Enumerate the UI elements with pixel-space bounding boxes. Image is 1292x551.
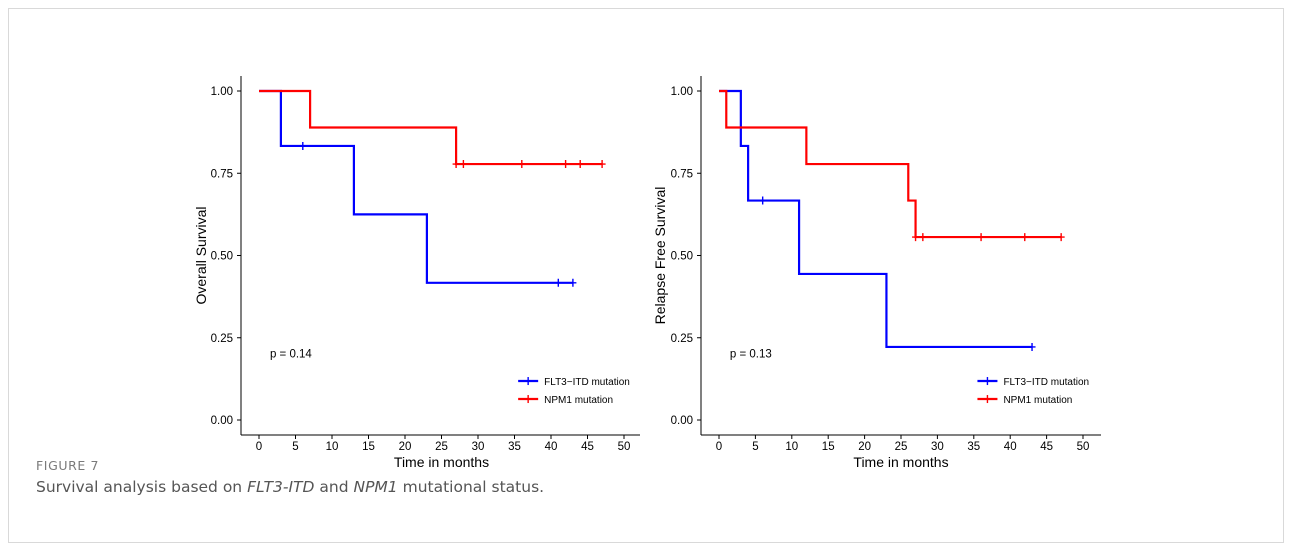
caption-part: mutational status. — [397, 478, 545, 496]
censor-mark — [1028, 342, 1036, 351]
caption-part: NPM1 — [353, 478, 398, 496]
survival-curve — [719, 89, 1033, 349]
censor-mark — [562, 160, 570, 169]
figure-label: FIGURE 7 — [36, 458, 100, 473]
censor-mark — [569, 278, 577, 287]
censor-mark — [299, 141, 307, 150]
y-tick-label: 0.75 — [671, 168, 693, 180]
x-tick-label: 20 — [858, 441, 871, 453]
x-tick-label: 50 — [618, 441, 631, 453]
censor-mark — [576, 160, 584, 169]
legend-label: NPM1 mutation — [544, 395, 613, 406]
legend-label: FLT3−ITD mutation — [544, 377, 630, 388]
legend-label: NPM1 mutation — [1003, 395, 1072, 406]
censor-mark — [554, 278, 562, 287]
x-tick-label: 20 — [399, 441, 412, 453]
x-tick-label: 40 — [545, 441, 558, 453]
x-tick-label: 45 — [1040, 441, 1053, 453]
y-tick-label: 0.25 — [671, 333, 693, 345]
censor-mark — [598, 160, 606, 169]
p-value-annotation: p = 0.14 — [270, 348, 312, 360]
censor-mark — [977, 233, 985, 242]
y-tick-label: 1.00 — [211, 86, 233, 98]
x-tick-label: 30 — [472, 441, 485, 453]
caption-part: Survival analysis based on — [36, 478, 248, 496]
censor-mark — [518, 160, 526, 169]
x-tick-label: 0 — [716, 441, 722, 453]
y-tick-label: 0.00 — [671, 415, 693, 427]
relapse-free-survival-panel: 0.00 0.25 0.50 0.75 1.00 0 5 10 15 20 25 30 35 40 45 50… — [652, 76, 1101, 470]
censor-mark — [912, 233, 920, 242]
x-tick-label: 25 — [435, 441, 448, 453]
x-tick-label: 35 — [967, 441, 980, 453]
y-tick-label: 0.25 — [211, 333, 233, 345]
y-tick-label: 0.50 — [211, 251, 233, 263]
caption-part: FLT3-ITD — [247, 478, 315, 496]
x-tick-label: 35 — [508, 441, 521, 453]
y-tick-label: 0.00 — [211, 415, 233, 427]
x-tick-label: 0 — [256, 441, 262, 453]
censor-mark — [1021, 233, 1029, 242]
caption-part: and — [314, 478, 354, 496]
x-tick-label: 30 — [931, 441, 944, 453]
x-tick-label: 5 — [292, 441, 298, 453]
x-tick-label: 40 — [1004, 441, 1017, 453]
y-tick-label: 0.50 — [671, 251, 693, 263]
legend-label: FLT3−ITD mutation — [1003, 377, 1089, 388]
x-tick-label: 50 — [1077, 441, 1090, 453]
x-tick-label: 15 — [362, 441, 375, 453]
x-tick-label: 15 — [822, 441, 835, 453]
y-axis-title: Relapse Free Survival — [652, 187, 668, 325]
censor-mark — [459, 160, 467, 169]
x-tick-label: 45 — [581, 441, 594, 453]
figure-caption-text: Survival analysis based on FLT3-ITD and … — [36, 478, 1236, 496]
survival-curve — [719, 89, 1062, 239]
x-tick-label: 25 — [895, 441, 908, 453]
figure-caption: FIGURE 7 Survival analysis based on FLT3… — [36, 458, 1236, 496]
x-tick-label: 10 — [785, 441, 798, 453]
censor-mark — [919, 233, 927, 242]
survival-curve — [259, 89, 573, 284]
figure-frame — [8, 8, 1284, 543]
overall-survival-panel: 0.00 0.25 0.50 0.75 1.00 0 5 10 15 20 25 30 35 40 45 50… — [193, 76, 640, 470]
censor-mark — [759, 196, 767, 205]
censor-mark — [452, 160, 460, 169]
censor-mark — [1057, 233, 1065, 242]
x-axis-title: Time in months — [394, 454, 489, 470]
y-tick-label: 1.00 — [671, 86, 693, 98]
x-tick-label: 5 — [752, 441, 758, 453]
x-tick-label: 10 — [326, 441, 339, 453]
survival-curve — [259, 89, 603, 166]
y-axis-title: Overall Survival — [193, 206, 209, 304]
x-axis-title: Time in months — [853, 454, 948, 470]
y-tick-label: 0.75 — [211, 168, 233, 180]
p-value-annotation: p = 0.13 — [730, 348, 772, 360]
